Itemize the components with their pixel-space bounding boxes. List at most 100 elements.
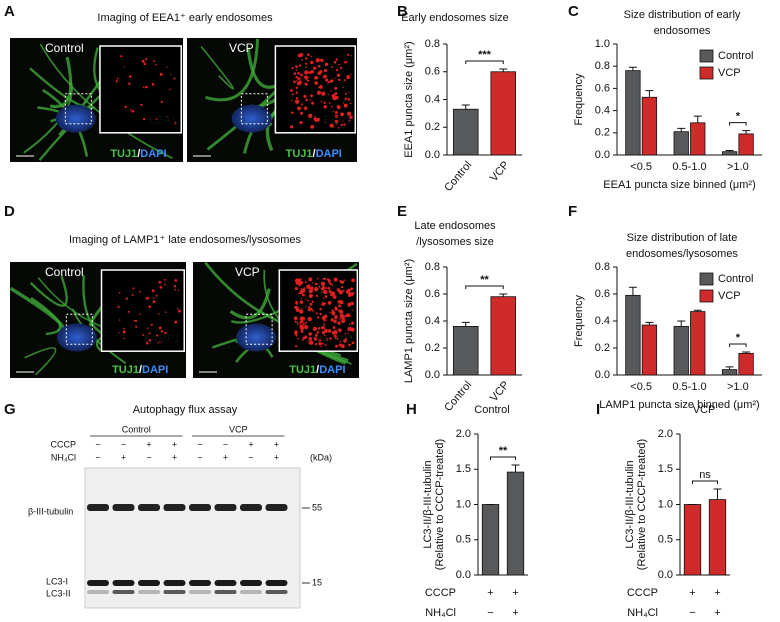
puncta xyxy=(296,321,298,324)
chart-title: Late endosomes xyxy=(414,220,496,232)
puncta xyxy=(148,339,152,343)
error-bar xyxy=(461,321,470,327)
puncta xyxy=(334,77,336,79)
puncta xyxy=(155,294,158,297)
puncta xyxy=(173,77,176,80)
y-axis-label: LC3-II/β-III-tubulin xyxy=(422,460,434,548)
puncta xyxy=(331,284,334,287)
y-tick-label: 0.6 xyxy=(425,66,440,78)
puncta xyxy=(170,73,172,75)
puncta xyxy=(300,111,304,115)
y-tick-label: 0.8 xyxy=(425,261,440,273)
puncta xyxy=(299,326,305,331)
error-bar xyxy=(461,104,470,110)
puncta xyxy=(343,279,346,281)
x-row-value: + xyxy=(512,607,518,619)
x-tick-label: >1.0 xyxy=(727,161,749,173)
puncta xyxy=(290,89,293,92)
puncta xyxy=(303,94,307,98)
puncta xyxy=(300,298,303,300)
puncta xyxy=(330,318,334,322)
puncta xyxy=(335,336,339,340)
puncta xyxy=(334,114,339,119)
row-value: + xyxy=(223,452,228,462)
y-tick-label: 2.0 xyxy=(658,428,673,440)
puncta xyxy=(344,314,348,318)
row-value: + xyxy=(146,439,151,449)
puncta xyxy=(295,75,298,79)
puncta xyxy=(339,344,342,347)
puncta xyxy=(320,100,323,103)
x-row-value: − xyxy=(487,607,493,619)
row-value: − xyxy=(146,452,151,462)
neurite xyxy=(39,43,173,160)
puncta xyxy=(297,338,299,340)
significance-bracket xyxy=(729,343,747,348)
puncta xyxy=(128,75,132,78)
puncta xyxy=(340,123,343,127)
puncta xyxy=(337,328,340,331)
x-tick-label: <0.5 xyxy=(630,381,652,393)
puncta xyxy=(135,325,138,328)
puncta xyxy=(295,308,300,312)
puncta xyxy=(340,112,344,117)
error-bar xyxy=(742,130,751,134)
bar xyxy=(452,325,479,376)
bar xyxy=(690,122,706,156)
y-tick-label: 0.0 xyxy=(595,369,610,381)
y-tick-label: 0.4 xyxy=(425,93,440,105)
y-tick-label: 0.2 xyxy=(595,342,610,354)
puncta xyxy=(166,116,168,118)
y-axis-label: Frequency xyxy=(573,295,585,347)
puncta xyxy=(142,117,146,121)
puncta xyxy=(304,325,309,330)
bar xyxy=(708,499,727,576)
puncta xyxy=(333,319,337,324)
puncta xyxy=(303,319,305,321)
puncta xyxy=(127,310,130,313)
puncta xyxy=(131,294,134,297)
roi-box xyxy=(64,93,92,125)
puncta xyxy=(331,309,334,312)
y-tick-label: 0.2 xyxy=(595,127,610,139)
puncta xyxy=(331,106,333,108)
puncta xyxy=(314,343,318,346)
puncta xyxy=(317,331,320,334)
puncta xyxy=(307,53,310,57)
roi-box xyxy=(240,93,268,125)
band xyxy=(138,590,160,594)
unit-label: (kDa) xyxy=(310,452,332,462)
puncta xyxy=(349,73,352,75)
chart-title: Size distribution of late xyxy=(627,232,738,244)
y-tick-label: 0.8 xyxy=(425,38,440,50)
puncta xyxy=(309,277,312,280)
chart-title: Size distribution of early xyxy=(624,9,741,21)
puncta xyxy=(295,69,298,72)
x-tick-label: >1.0 xyxy=(727,381,749,393)
x-row-value: − xyxy=(689,607,695,619)
inset-label: EEA1 xyxy=(323,115,351,127)
puncta xyxy=(351,309,353,311)
puncta xyxy=(160,100,163,104)
significance-label: * xyxy=(736,332,741,344)
puncta xyxy=(339,280,342,283)
bar xyxy=(738,133,754,156)
band xyxy=(240,504,262,511)
puncta xyxy=(155,118,158,120)
legend-swatch xyxy=(699,272,714,286)
band xyxy=(112,590,135,594)
puncta xyxy=(329,123,334,128)
puncta xyxy=(322,277,325,280)
puncta xyxy=(347,332,349,335)
puncta xyxy=(166,66,168,68)
puncta xyxy=(298,64,302,67)
bar xyxy=(721,369,738,376)
puncta xyxy=(342,86,344,88)
bar xyxy=(673,131,689,156)
puncta xyxy=(322,77,324,79)
inset xyxy=(99,45,183,134)
puncta xyxy=(134,319,138,322)
puncta xyxy=(349,102,352,105)
roi-box xyxy=(245,313,273,345)
puncta xyxy=(300,320,304,324)
